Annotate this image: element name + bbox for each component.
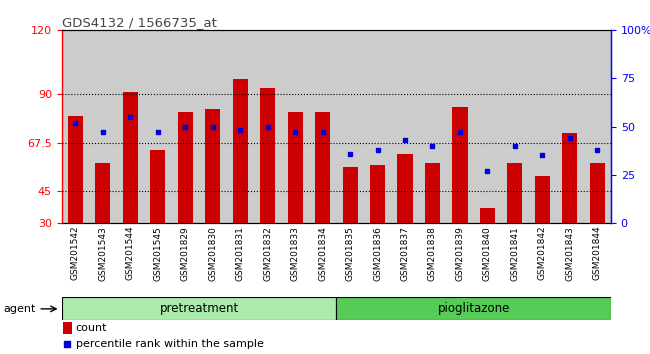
Bar: [501, 30, 528, 223]
Text: pioglitazone: pioglitazone: [437, 302, 510, 315]
Bar: [480, 208, 495, 223]
Text: pretreatment: pretreatment: [159, 302, 239, 315]
Bar: [528, 30, 556, 223]
Bar: [89, 30, 117, 223]
Bar: [260, 88, 275, 223]
Bar: [199, 30, 227, 223]
Bar: [391, 30, 419, 223]
Bar: [535, 176, 550, 223]
Bar: [150, 150, 165, 223]
Bar: [446, 30, 474, 223]
Bar: [123, 92, 138, 223]
Bar: [590, 163, 605, 223]
Bar: [96, 163, 111, 223]
Bar: [425, 163, 440, 223]
Bar: [254, 30, 281, 223]
Bar: [309, 30, 337, 223]
Bar: [172, 30, 199, 223]
Bar: [584, 30, 611, 223]
Bar: [68, 116, 83, 223]
Bar: [398, 154, 413, 223]
Text: count: count: [75, 323, 107, 333]
Text: percentile rank within the sample: percentile rank within the sample: [75, 339, 263, 349]
Text: agent: agent: [3, 304, 36, 314]
Bar: [364, 30, 391, 223]
Bar: [178, 112, 193, 223]
Bar: [233, 79, 248, 223]
Bar: [288, 112, 303, 223]
Bar: [281, 30, 309, 223]
Bar: [337, 297, 611, 320]
Bar: [117, 30, 144, 223]
Bar: [205, 109, 220, 223]
Bar: [337, 30, 364, 223]
Bar: [556, 30, 584, 223]
Bar: [562, 133, 577, 223]
Bar: [370, 165, 385, 223]
Bar: [508, 163, 523, 223]
Text: GDS4132 / 1566735_at: GDS4132 / 1566735_at: [62, 16, 216, 29]
Bar: [227, 30, 254, 223]
Bar: [452, 107, 467, 223]
Bar: [144, 30, 172, 223]
Bar: [62, 30, 89, 223]
Bar: [315, 112, 330, 223]
Bar: [62, 297, 337, 320]
Bar: [419, 30, 446, 223]
Bar: [343, 167, 358, 223]
Bar: [64, 322, 72, 334]
Bar: [474, 30, 501, 223]
